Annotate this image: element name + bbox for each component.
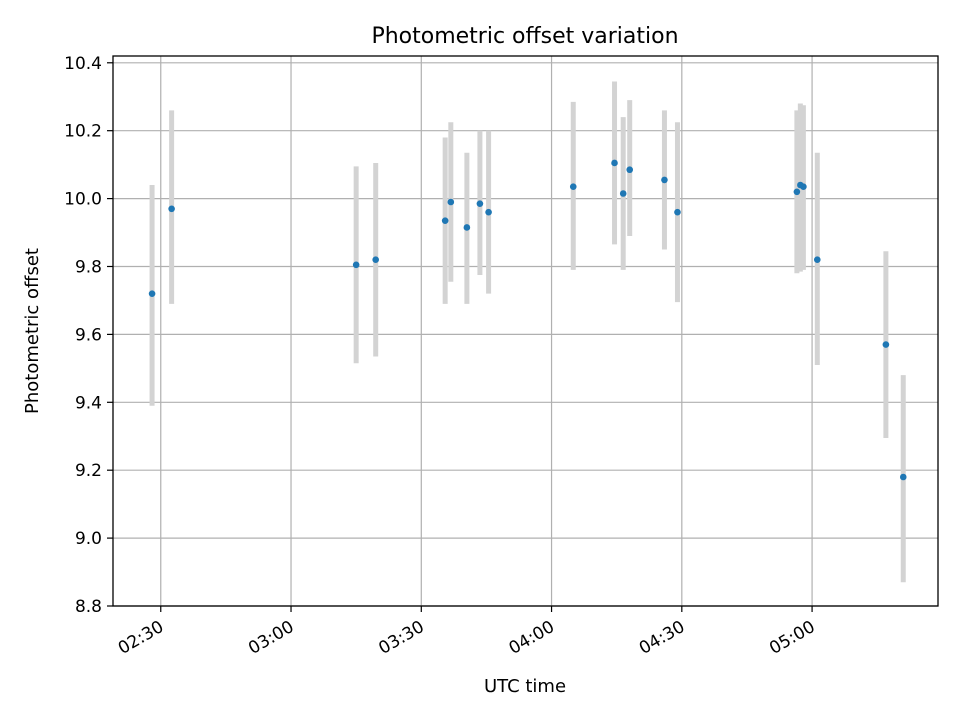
data-point <box>372 256 379 264</box>
chart-title: Photometric offset variation <box>371 24 678 49</box>
data-point <box>463 224 471 231</box>
data-point <box>626 166 634 174</box>
data-point <box>485 208 492 216</box>
data-point <box>813 256 821 264</box>
data-point <box>661 176 668 184</box>
y-tick-label: 9.6 <box>75 325 102 345</box>
data-points <box>148 159 907 481</box>
y-tick-label: 9.4 <box>75 393 102 413</box>
data-point <box>882 341 890 348</box>
data-point <box>793 188 801 196</box>
y-tick-label: 8.8 <box>75 597 102 617</box>
data-point <box>476 200 484 207</box>
y-tick-label: 9.0 <box>75 529 102 549</box>
x-tick-label: 05:00 <box>766 617 818 659</box>
data-point <box>611 159 618 167</box>
x-tick-label: 03:30 <box>375 617 427 659</box>
y-tick-label: 10.4 <box>64 54 102 74</box>
plot-area-frame <box>112 55 939 607</box>
data-point <box>447 198 455 206</box>
x-axis-ticks: 02:30 03:00 03:30 04:00 04:30 05:00 <box>115 606 819 659</box>
error-bars <box>149 81 906 583</box>
data-point <box>569 183 577 191</box>
data-point <box>899 473 907 481</box>
data-point <box>168 205 175 213</box>
x-tick-label: 02:30 <box>115 617 167 659</box>
data-point <box>148 290 156 297</box>
data-point <box>619 190 627 197</box>
y-tick-label: 10.2 <box>64 122 102 142</box>
y-tick-label: 9.8 <box>75 257 102 277</box>
x-axis-label: UTC time <box>484 676 566 697</box>
data-point <box>441 217 449 224</box>
data-point <box>352 261 360 269</box>
y-tick-label: 10.0 <box>64 190 102 210</box>
data-point <box>674 208 681 216</box>
x-tick-label: 04:00 <box>506 617 558 659</box>
y-tick-label: 9.2 <box>75 461 102 481</box>
y-axis-label: Photometric offset <box>22 248 43 414</box>
x-tick-label: 04:30 <box>636 617 688 659</box>
x-tick-label: 03:00 <box>245 617 297 659</box>
data-point <box>800 183 807 191</box>
y-axis-ticks: 8.8 9.0 9.2 9.4 9.6 9.8 10.0 10.2 10.4 <box>64 54 113 617</box>
grid <box>113 56 938 607</box>
